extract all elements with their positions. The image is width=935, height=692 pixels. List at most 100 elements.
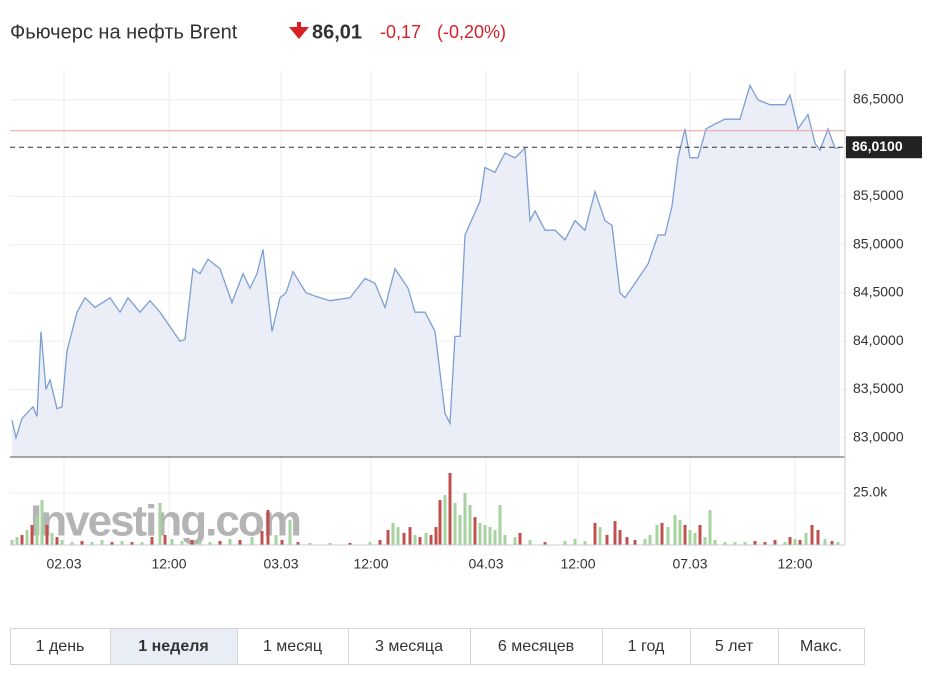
volume-bar <box>804 532 808 545</box>
x-tick-label: 12:00 <box>151 556 186 572</box>
volume-bar <box>698 525 702 545</box>
volume-bar <box>655 525 659 545</box>
volume-bar <box>810 525 814 545</box>
volume-bar <box>45 525 49 545</box>
volume-bar <box>618 530 622 545</box>
price-line <box>11 83 841 441</box>
period-button[interactable] <box>110 628 238 665</box>
x-tick-label: 03.03 <box>263 556 298 572</box>
y-tick-label: 86,5000 <box>853 91 904 107</box>
volume-bar <box>753 541 757 545</box>
volume-bar <box>793 538 797 545</box>
volume-bar <box>593 522 597 545</box>
volume-bar <box>348 542 352 545</box>
volume-bar <box>453 502 457 545</box>
volume-bar <box>478 522 482 545</box>
volume-bar <box>563 541 567 545</box>
volume-bar <box>396 527 400 545</box>
volume-bar <box>625 537 629 545</box>
x-tick-label: 02.03 <box>46 556 81 572</box>
volume-bar <box>830 541 834 545</box>
volume-bar <box>218 541 222 545</box>
volume-bar <box>598 527 602 545</box>
volume-bar <box>613 521 617 545</box>
y-tick-label: 84,0000 <box>853 332 904 348</box>
volume-bar <box>158 502 162 545</box>
volume-bar <box>816 530 820 545</box>
period-label[interactable]: 1 месяц <box>263 638 322 655</box>
volume-bar <box>463 492 467 545</box>
volume-bar <box>643 538 647 545</box>
x-tick-label: 12:00 <box>777 556 812 572</box>
volume-bar <box>418 537 422 545</box>
period-button[interactable] <box>690 628 779 665</box>
last-price-box <box>846 136 922 159</box>
volume-bar <box>528 540 532 545</box>
volume-bar <box>513 537 517 545</box>
volume-bar <box>518 532 522 545</box>
period-button[interactable] <box>778 628 865 665</box>
volume-bar <box>743 542 747 545</box>
volume-bar <box>130 542 134 545</box>
volume-bar <box>434 527 438 545</box>
volume-bar <box>100 540 104 545</box>
volume-bar <box>180 541 184 545</box>
volume-bar <box>408 527 412 545</box>
y-tick-label: 85,0000 <box>853 235 904 251</box>
plot: 83,0000 83,5000 84,0000 84,5000 85,0000 85,50… <box>10 70 922 572</box>
volume-bar <box>35 515 39 545</box>
period-label[interactable]: 3 месяца <box>375 638 443 655</box>
volume-bar <box>605 535 609 545</box>
volume-bar <box>140 542 144 545</box>
period-label[interactable]: 1 год <box>628 638 665 655</box>
period-button[interactable] <box>348 628 471 665</box>
volume-bar <box>723 542 727 545</box>
volume-bar <box>208 542 212 545</box>
volume-bar <box>693 532 697 545</box>
volume-bar <box>308 542 312 545</box>
volume-bar <box>198 541 202 545</box>
volume-bar <box>274 535 278 545</box>
x-tick-label: 12:00 <box>353 556 388 572</box>
volume-bar <box>438 500 442 545</box>
volume-bar <box>488 527 492 545</box>
volume-bar <box>823 538 827 545</box>
volume-bar <box>660 522 664 545</box>
down-arrow <box>289 22 309 39</box>
volume-bar <box>386 530 390 545</box>
volume-bar <box>25 530 29 545</box>
x-tick-label: 12:00 <box>560 556 595 572</box>
volume-bar <box>543 542 547 545</box>
volume-bar <box>296 542 300 545</box>
period-button[interactable] <box>470 628 603 665</box>
volume-bar <box>150 537 154 545</box>
volume-bar <box>648 535 652 545</box>
period-label[interactable]: 5 лет <box>715 638 754 655</box>
period-label[interactable]: Макс. <box>800 638 842 655</box>
volume-bar <box>120 541 124 545</box>
volume-bar <box>788 537 792 545</box>
change-pct: (-0,20%) <box>437 22 506 42</box>
volume-bar <box>190 540 194 545</box>
volume-bar <box>666 527 670 545</box>
volume-bar <box>573 538 577 545</box>
period-button[interactable] <box>10 628 111 665</box>
volume-bar <box>368 542 372 545</box>
volume-bar <box>250 537 254 545</box>
volume-bar <box>673 515 677 545</box>
volume-bar <box>50 532 54 545</box>
volume-bar <box>391 522 395 545</box>
volume-bar <box>763 542 767 545</box>
period-label[interactable]: 6 месяцев <box>498 638 574 655</box>
period-label[interactable]: 1 день <box>36 638 85 655</box>
volume-bar <box>10 540 14 545</box>
period-label[interactable]: 1 неделя <box>138 638 208 655</box>
volume-bar <box>443 495 447 545</box>
y-tick-label: 83,5000 <box>853 380 904 396</box>
volume-bar <box>483 525 487 545</box>
volume-bar <box>688 530 692 545</box>
volume-bar <box>413 535 417 545</box>
period-button[interactable] <box>602 628 691 665</box>
